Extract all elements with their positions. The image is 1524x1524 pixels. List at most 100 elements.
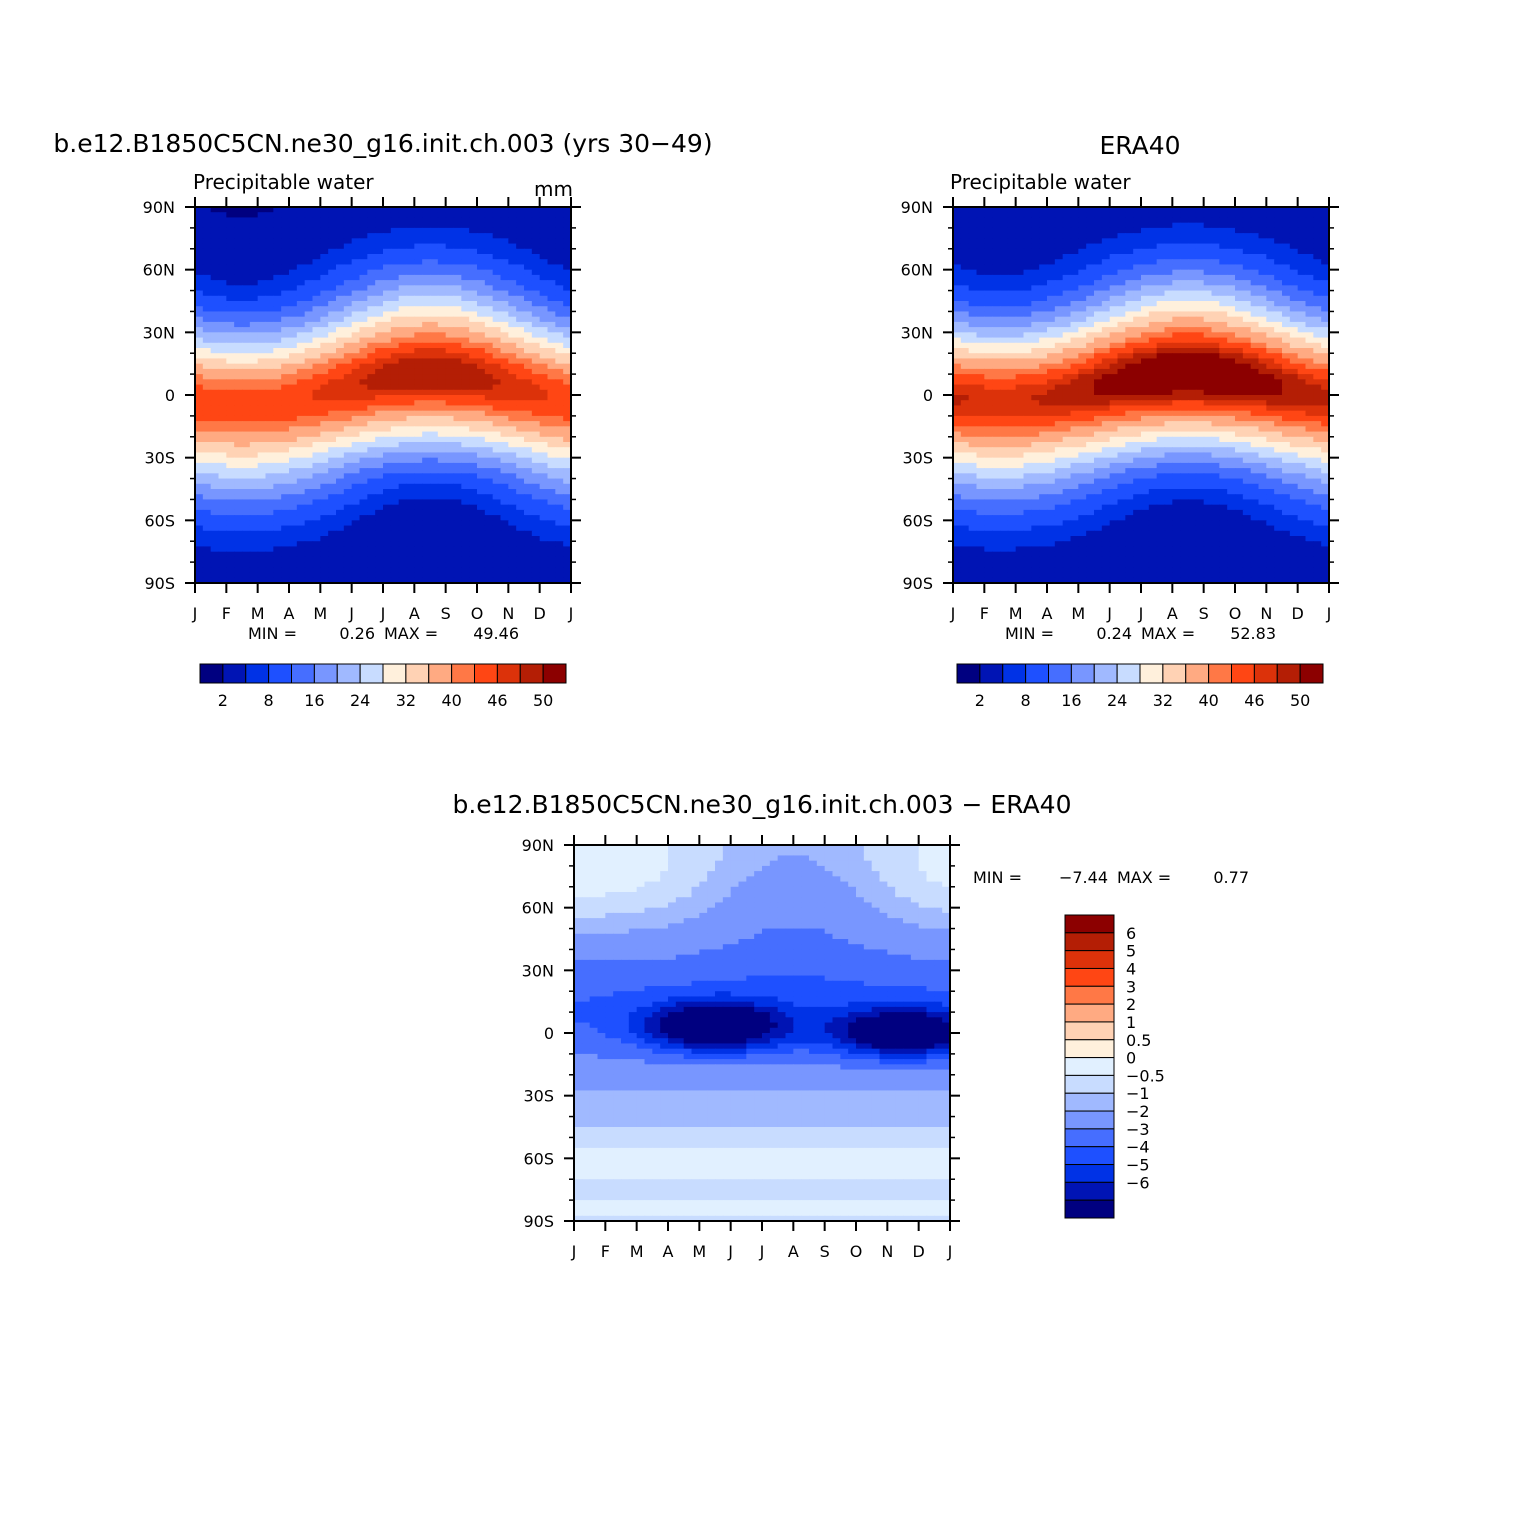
contour-cell <box>1156 217 1166 224</box>
contour-cell <box>1148 337 1158 344</box>
contour-cell <box>383 415 392 422</box>
contour-cell <box>1117 248 1126 255</box>
contour-cell <box>383 259 392 266</box>
contour-cell <box>359 410 368 417</box>
contour-cell <box>563 452 572 459</box>
contour-cell <box>1227 306 1236 313</box>
contour-cell <box>202 222 212 229</box>
contour-cell <box>992 285 1001 292</box>
contour-cell <box>351 468 361 474</box>
contour-cell <box>1289 269 1299 276</box>
contour-cell <box>1313 254 1322 260</box>
contour-cell <box>477 431 486 438</box>
contour-cell <box>414 509 423 516</box>
contour-cell <box>1086 353 1095 360</box>
contour-cell <box>1039 212 1048 219</box>
contour-cell <box>226 233 235 239</box>
contour-cell <box>547 254 556 260</box>
contour-cell <box>422 515 431 521</box>
contour-cell <box>1211 217 1220 224</box>
contour-cell <box>1047 248 1056 255</box>
contour-cell <box>1172 274 1181 281</box>
contour-cell <box>539 321 549 328</box>
contour-cell <box>281 541 290 548</box>
contour-cell <box>531 285 541 292</box>
contour-cell <box>218 447 227 454</box>
contour-cell <box>312 473 321 480</box>
contour-cell <box>210 489 220 495</box>
contour-cell <box>273 577 282 584</box>
contour-cell <box>1148 207 1158 213</box>
contour-cell <box>992 217 1001 224</box>
contour-cell <box>1258 285 1267 292</box>
contour-cell <box>195 379 204 386</box>
contour-cell <box>531 311 541 318</box>
contour-cell <box>218 353 227 360</box>
contour-cell <box>351 562 361 568</box>
contour-cell <box>524 353 533 360</box>
contour-cell <box>296 473 306 480</box>
contour-cell <box>375 421 384 427</box>
contour-cell <box>469 520 478 527</box>
contour-cell <box>539 395 549 401</box>
contour-cell <box>202 421 212 427</box>
contour-cell <box>281 567 290 574</box>
contour-cell <box>242 243 251 250</box>
contour-cell <box>1015 243 1025 250</box>
contour-cell <box>477 426 486 433</box>
contour-cell <box>1250 207 1260 213</box>
contour-cell <box>296 233 306 239</box>
contour-cell <box>375 478 384 485</box>
contour-cell <box>249 285 259 292</box>
contour-cell <box>1141 321 1150 328</box>
contour-cell <box>367 264 376 271</box>
contour-cell <box>484 243 494 250</box>
contour-cell <box>1070 353 1079 360</box>
contour-cell <box>492 426 502 433</box>
contour-cell <box>351 384 361 391</box>
contour-cell <box>1062 254 1072 260</box>
contour-cell <box>1054 348 1064 354</box>
contour-cell <box>968 207 978 213</box>
contour-cell <box>516 295 525 302</box>
contour-cell <box>508 457 517 464</box>
contour-cell <box>1321 290 1330 297</box>
contour-cell <box>1227 227 1236 234</box>
contour-cell <box>430 473 439 480</box>
contour-cell <box>1070 337 1079 344</box>
contour-cell <box>328 567 337 574</box>
contour-cell <box>257 405 267 412</box>
contour-cell <box>469 290 478 297</box>
contour-cell <box>296 248 306 255</box>
contour-cell <box>1156 227 1166 234</box>
contour-cell <box>422 233 431 239</box>
contour-cell <box>422 301 431 307</box>
contour-cell <box>202 426 212 433</box>
contour-cell <box>430 562 439 568</box>
contour-cell <box>516 405 525 412</box>
contour-cell <box>1188 227 1197 234</box>
contour-cell <box>398 217 408 224</box>
contour-cell <box>343 342 353 349</box>
contour-cell <box>234 280 243 286</box>
contour-cell <box>1313 259 1322 266</box>
contour-cell <box>976 342 985 349</box>
contour-cell <box>312 468 321 474</box>
contour-cell <box>210 442 220 448</box>
contour-cell <box>273 311 282 318</box>
contour-cell <box>1274 248 1283 255</box>
contour-cell <box>210 269 220 276</box>
contour-cell <box>289 264 298 271</box>
contour-cell <box>469 368 478 375</box>
contour-cell <box>195 395 204 401</box>
contour-cell <box>343 478 353 485</box>
contour-cell <box>508 431 517 438</box>
contour-cell <box>1047 316 1056 323</box>
contour-cell <box>984 264 993 271</box>
contour-cell <box>976 248 985 255</box>
contour-cell <box>960 321 970 328</box>
contour-cell <box>375 525 384 532</box>
contour-cell <box>453 321 462 328</box>
contour-cell <box>1305 295 1314 302</box>
contour-cell <box>234 546 243 553</box>
